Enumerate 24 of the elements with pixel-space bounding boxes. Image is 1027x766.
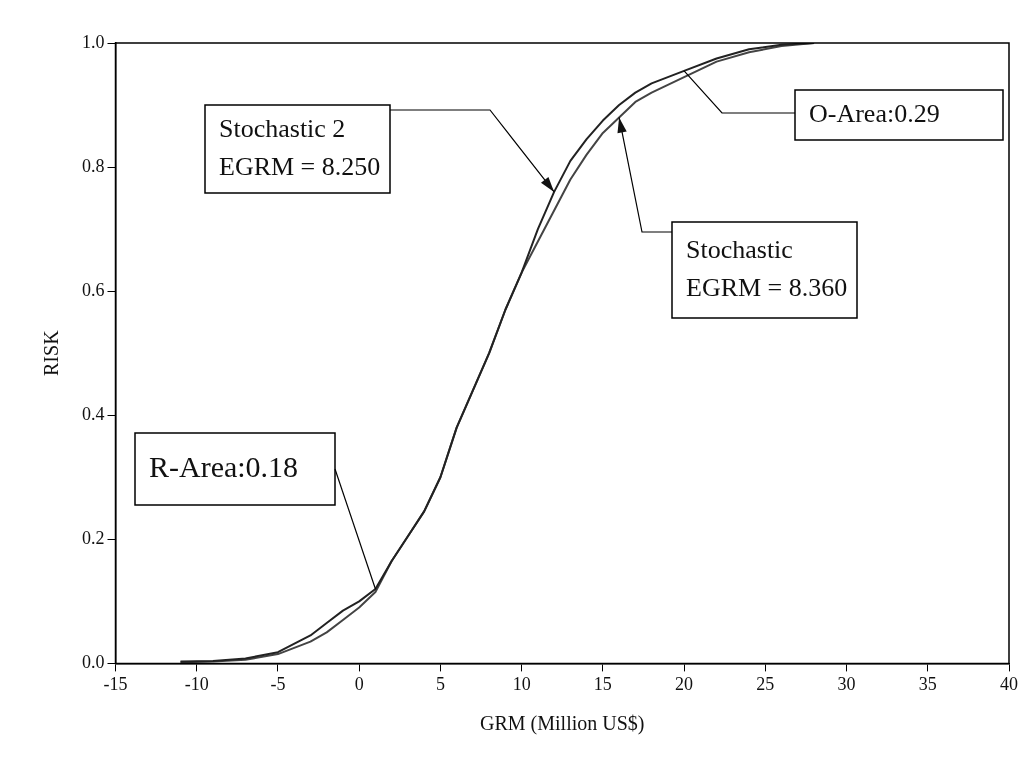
x-tick-label: 10 <box>512 673 531 694</box>
x-tick-label: 15 <box>593 673 612 694</box>
y-tick-label: 0.4 <box>82 403 105 424</box>
y-tick-label: 0.6 <box>82 279 105 300</box>
annotation: Stochastic 2 EGRM = 8.250 <box>219 113 381 181</box>
x-tick-label: 5 <box>435 673 445 694</box>
y-tick-label: 0.2 <box>82 528 105 549</box>
annotation: Stochastic EGRM = 8.360 <box>686 234 848 302</box>
x-tick-label: 0 <box>354 673 364 694</box>
x-tick-label: 40 <box>1000 673 1018 694</box>
x-axis-title: GRM (Million US$) <box>480 712 645 736</box>
annotation: O-Area:0.29 <box>809 98 940 128</box>
x-tick-label: -15 <box>103 673 128 694</box>
y-tick-label: 0.8 <box>82 155 105 176</box>
x-tick-label: 20 <box>675 673 694 694</box>
y-tick-label: 0.0 <box>82 652 105 673</box>
y-tick-label: 1.0 <box>82 31 105 52</box>
x-tick-label: -5 <box>270 673 286 694</box>
x-tick-label: 25 <box>756 673 775 694</box>
annotation: R-Area:0.18 <box>149 449 299 483</box>
x-tick-label: 35 <box>918 673 937 694</box>
x-tick-label: -10 <box>184 673 209 694</box>
y-axis-title: RISK <box>40 329 63 376</box>
x-tick-label: 30 <box>837 673 856 694</box>
